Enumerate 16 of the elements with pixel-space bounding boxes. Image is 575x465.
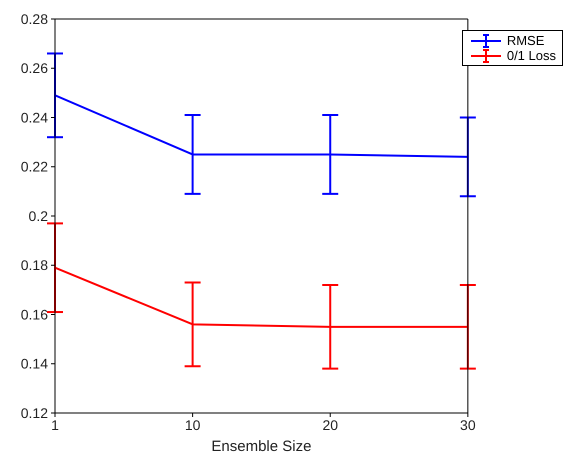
y-tick-label: 0.26 [20,60,48,76]
y-tick-label: 0.18 [20,257,48,274]
y-tick-label: 0.24 [20,109,48,126]
x-tick-label: 20 [322,416,338,433]
y-tick-label: 0.28 [20,10,48,27]
x-tick-label: 10 [184,416,201,433]
x-tick-label: 30 [460,416,476,433]
legend-label: RMSE [506,33,544,48]
y-tick-label: 0.16 [20,306,48,322]
y-tick-label: 0.14 [20,356,48,372]
legend-label: 0/1 Loss [506,48,556,63]
x-tick-label: 1 [51,416,60,433]
y-tick-label: 0.12 [20,404,48,421]
x-axis-title: Ensemble Size [211,438,312,455]
y-tick-label: 0.22 [20,158,48,175]
y-tick-label: 0.2 [28,208,48,224]
